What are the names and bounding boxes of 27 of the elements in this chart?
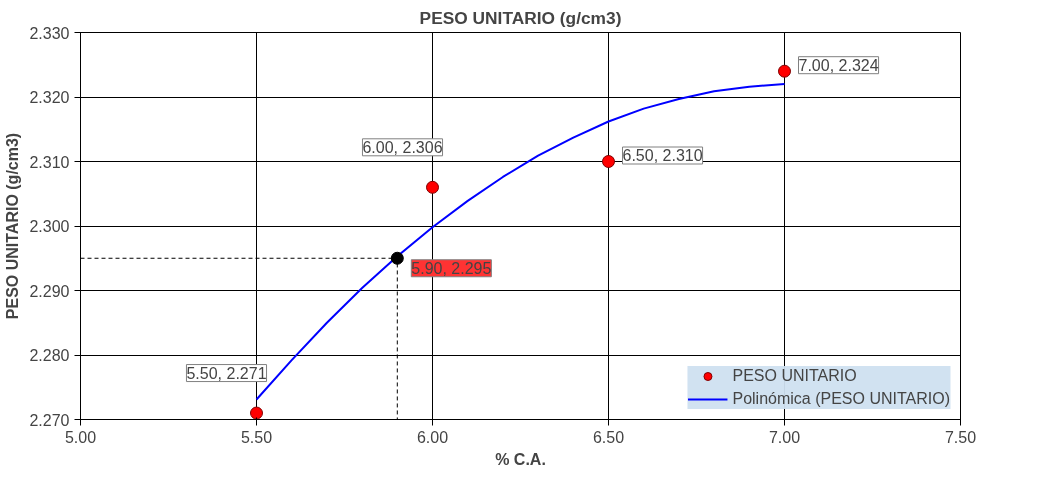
y-tick-label: 2.300	[29, 218, 70, 235]
x-tick-label: 7.50	[944, 428, 977, 446]
y-tick-label: 2.280	[29, 347, 70, 364]
y-tick-label: 2.270	[29, 411, 70, 429]
point	[426, 180, 439, 194]
y-tick-label: 2.310	[29, 153, 70, 171]
y-tick-label: 2.320	[29, 89, 70, 106]
x-tick-label: 5.50	[240, 428, 273, 446]
data-label: 5.50, 2.271	[186, 364, 267, 382]
point	[602, 155, 615, 168]
y-tick-label: 2.290	[29, 282, 70, 300]
legend-label: Polinómica (PESO UNITARIO)	[732, 390, 950, 408]
legend-label: PESO UNITARIO	[732, 367, 857, 385]
x-axis-title: % C.A.	[495, 450, 546, 468]
point	[390, 251, 404, 265]
point	[250, 406, 263, 420]
chart-title: PESO UNITARIO (g/cm3)	[419, 7, 622, 28]
x-tick-label: 6.00	[416, 428, 449, 446]
y-tick-label: 2.330	[29, 24, 70, 42]
data-label: 6.00, 2.306	[362, 138, 443, 156]
x-tick-label: 7.00	[768, 428, 801, 446]
data-label: 6.50, 2.310	[622, 147, 703, 164]
x-tick-label: 5.00	[64, 428, 97, 446]
data-label: 5.90, 2.295	[411, 259, 492, 277]
point	[778, 64, 791, 78]
x-tick-label: 6.50	[592, 428, 625, 446]
y-axis-title: PESO UNITARIO (g/cm3)	[4, 132, 22, 320]
